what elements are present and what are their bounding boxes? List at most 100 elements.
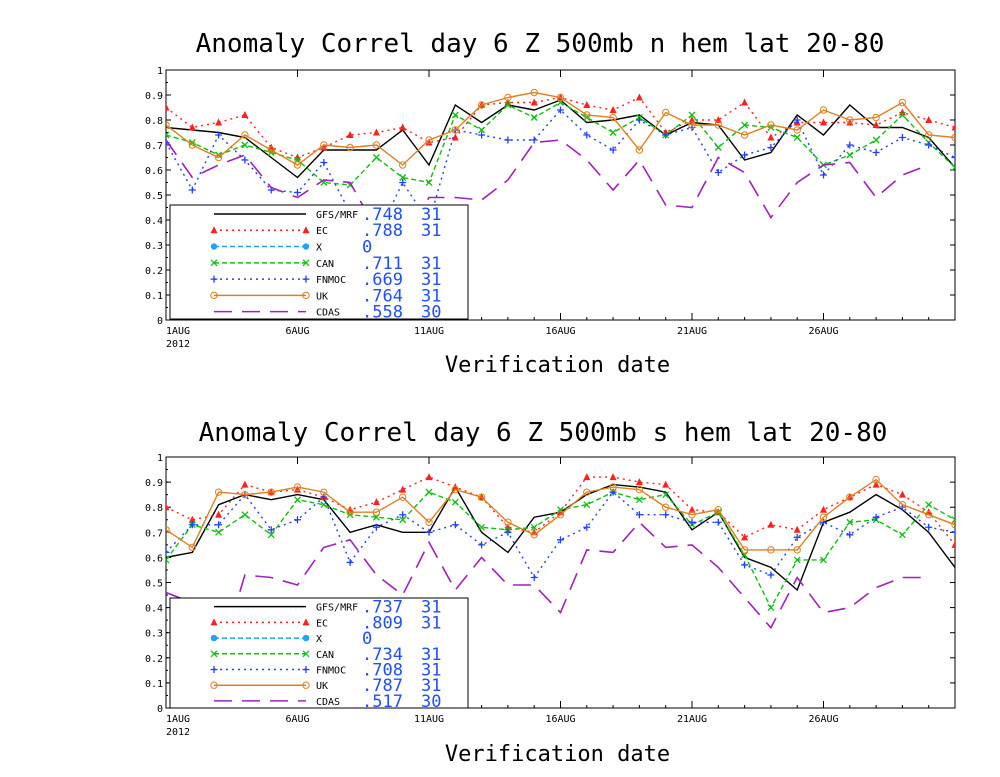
data-point <box>346 558 354 566</box>
data-point <box>609 473 617 481</box>
legend-name: EC <box>316 226 328 237</box>
data-point <box>372 154 380 161</box>
data-point <box>267 531 275 539</box>
data-point <box>477 493 486 501</box>
legend-marker <box>210 650 218 658</box>
data-point <box>399 161 407 169</box>
data-point <box>846 531 854 539</box>
legend-mean: .788 <box>362 221 403 241</box>
y-tick-label: 0.3 <box>145 241 163 252</box>
data-point <box>609 106 617 113</box>
y-tick-label: 1 <box>157 66 163 77</box>
data-point <box>635 93 643 101</box>
legend-count: 31 <box>421 598 441 618</box>
data-point <box>872 480 880 488</box>
y-tick-label: 0.2 <box>145 654 163 665</box>
data-point <box>925 141 933 149</box>
chart-panel-2: Anomaly Correl day 6 Z 500mb s hem lat 2… <box>145 418 956 767</box>
legend-entry: CDAS .517 30 <box>214 692 441 712</box>
series-line <box>166 478 955 551</box>
data-point <box>241 156 249 164</box>
data-point <box>294 516 301 524</box>
data-point <box>293 161 302 169</box>
data-point <box>556 511 565 519</box>
data-point <box>188 141 197 149</box>
legend-count: 31 <box>421 645 441 665</box>
y-tick-label: 0.6 <box>145 553 163 564</box>
data-point <box>215 521 223 529</box>
data-point <box>294 485 301 493</box>
legend-marker <box>302 650 310 658</box>
data-point <box>635 496 643 504</box>
series-fnmoc <box>166 106 955 241</box>
legend-mean: .787 <box>362 676 403 696</box>
legend-mean: .764 <box>362 286 403 306</box>
data-point <box>241 511 249 519</box>
legend-mean: .711 <box>362 254 403 274</box>
data-point <box>662 480 670 488</box>
data-point <box>188 515 196 523</box>
legend-count: 31 <box>421 205 441 225</box>
chart-title: Anomaly Correl day 6 Z 500mb s hem lat 2… <box>199 418 888 448</box>
legend-entry: FNMOC .708 31 <box>210 661 441 681</box>
data-point <box>425 138 433 146</box>
data-point <box>819 106 828 114</box>
legend-count: 31 <box>421 613 441 633</box>
y-tick-label: 0.5 <box>145 191 163 202</box>
data-point <box>166 556 170 564</box>
data-point <box>477 101 486 109</box>
legend-name: FNMOC <box>316 666 346 677</box>
data-point <box>425 136 433 144</box>
data-point <box>478 541 486 549</box>
x-tick-label: 26AUG <box>808 326 838 337</box>
y-tick-label: 0.9 <box>145 91 163 102</box>
data-point <box>451 521 459 529</box>
data-point <box>767 121 775 129</box>
data-point <box>320 143 328 151</box>
y-tick-label: 0.1 <box>145 291 163 302</box>
data-point <box>609 113 617 122</box>
legend-count: 30 <box>421 303 441 323</box>
data-point <box>166 526 170 534</box>
data-point <box>188 521 196 529</box>
data-point <box>688 116 696 123</box>
legend-marker <box>210 634 218 642</box>
data-point <box>846 493 854 501</box>
data-point <box>609 146 617 154</box>
data-point <box>741 533 749 541</box>
data-point <box>741 121 749 129</box>
y-tick-label: 0 <box>157 316 163 327</box>
x-tick-label: 1AUG <box>166 714 190 725</box>
data-point <box>399 179 407 186</box>
data-point <box>372 508 381 516</box>
data-point <box>714 169 722 176</box>
data-point <box>767 144 775 151</box>
data-point <box>583 488 591 496</box>
x-tick-label: 16AUG <box>545 326 575 337</box>
series-fnmoc <box>166 488 955 581</box>
legend-mean: 0 <box>362 629 372 649</box>
series-cdas <box>166 521 929 666</box>
data-point <box>478 131 486 139</box>
legend-count: 31 <box>421 286 441 306</box>
data-point <box>951 521 955 529</box>
series-ec <box>166 93 955 161</box>
data-point <box>793 126 801 134</box>
x-axis-label: Verification date <box>445 742 670 767</box>
legend-count: 31 <box>421 270 441 290</box>
legend-entry: UK .787 31 <box>210 676 441 696</box>
y-tick-label: 0.3 <box>145 629 163 640</box>
data-point <box>166 121 170 129</box>
data-point <box>530 573 538 581</box>
data-point <box>188 186 196 194</box>
series-uk <box>166 88 955 169</box>
data-point <box>320 141 328 149</box>
data-point <box>530 98 538 106</box>
data-point <box>530 523 538 531</box>
legend-name: GFS/MRF <box>316 210 358 221</box>
y-tick-label: 0.4 <box>145 216 163 227</box>
data-point <box>583 473 591 481</box>
data-point <box>714 518 722 526</box>
